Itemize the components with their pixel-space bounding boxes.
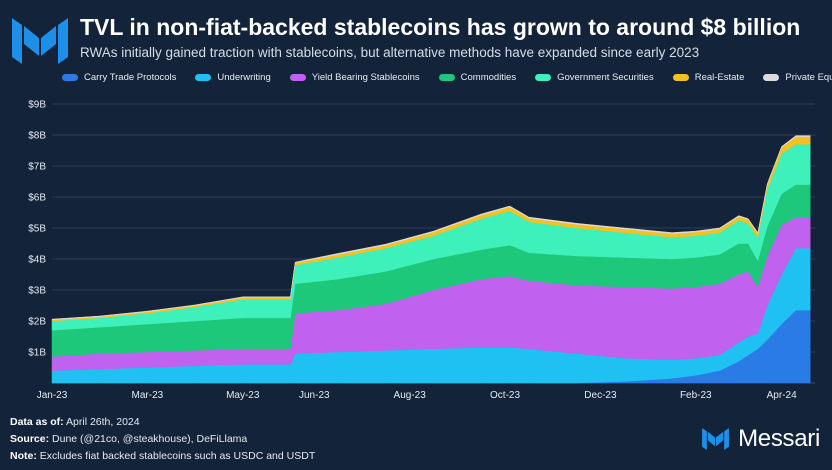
x-tick-label: Jan-23	[37, 390, 68, 401]
legend-label: Carry Trade Protocols	[84, 72, 177, 83]
legend-label: Government Securities	[557, 72, 654, 83]
x-tick-label: Oct-23	[490, 390, 520, 401]
legend-label: Yield Bearing Stablecoins	[311, 72, 420, 83]
legend-item-real-estate: Real-Estate	[672, 72, 745, 83]
legend-swatch	[672, 74, 689, 81]
x-tick-label: Dec-23	[584, 390, 617, 401]
note-value: Excludes fiat backed stablecoins such as…	[39, 450, 316, 462]
legend-swatch	[289, 74, 306, 81]
y-tick-label: $2B	[28, 317, 46, 328]
chart-title: TVL in non-fiat-backed stablecoins has g…	[80, 14, 801, 40]
legend-label: Private Equities	[785, 72, 832, 83]
legend-swatch	[535, 74, 552, 81]
data-as-of-label: Data as of:	[10, 416, 64, 428]
x-tick-label: Mar-23	[132, 390, 164, 401]
data-as-of-value: April 26th, 2024	[66, 416, 140, 428]
legend-item-private-equities: Private Equities	[763, 72, 832, 83]
area-private-equities	[51, 135, 811, 321]
legend-item-carry-trade-protocols: Carry Trade Protocols	[62, 72, 176, 83]
y-tick-label: $5B	[28, 224, 46, 235]
brand-name: Messari	[738, 425, 820, 452]
legend-item-yield-bearing-stablecoins: Yield Bearing Stablecoins	[289, 72, 420, 83]
y-tick-label: $7B	[28, 162, 46, 173]
y-tick-label: $4B	[28, 255, 46, 266]
y-tick-label: $8B	[28, 131, 46, 142]
legend-swatch	[763, 74, 780, 81]
x-tick-label: May-23	[226, 390, 260, 401]
x-tick-label: Aug-23	[394, 390, 427, 401]
note-label: Note:	[10, 450, 37, 462]
x-tick-label: Feb-23	[680, 390, 712, 401]
legend-item-commodities: Commodities	[438, 72, 517, 83]
legend-item-government-securities: Government Securities	[535, 72, 654, 83]
legend-label: Commodities	[460, 72, 517, 83]
y-tick-label: $1B	[28, 348, 46, 359]
data-as-of-line: Data as of: April 26th, 2024	[10, 416, 140, 428]
chart-subtitle: RWAs initially gained traction with stab…	[80, 45, 700, 60]
source-line: Source: Dune (@21co, @steakhouse), DeFiL…	[10, 433, 247, 445]
legend-swatch	[62, 74, 78, 81]
source-label: Source:	[10, 433, 50, 445]
y-tick-label: $3B	[28, 286, 46, 297]
y-tick-label: $6B	[28, 193, 46, 204]
messari-brand-icon	[702, 427, 730, 451]
stacked-area-chart: $1B $2B $3B $4B $5B $6B $7B $8B $9B Jan-23 Mar-23 M…	[28, 100, 815, 401]
x-tick-label: Apr-24	[767, 390, 797, 401]
source-value: Dune (@21co, @steakhouse), DeFiLlama	[52, 433, 248, 445]
messari-logo-icon	[12, 18, 68, 64]
messari-brand: Messari	[702, 425, 820, 453]
chart-legend: Carry Trade Protocols Underwriting Yield B…	[62, 72, 832, 83]
note-line: Note: Excludes fiat backed stablecoins s…	[10, 450, 315, 462]
legend-label: Real-Estate	[694, 72, 745, 83]
legend-label: Underwriting	[217, 72, 271, 83]
legend-item-underwriting: Underwriting	[195, 72, 271, 83]
x-tick-label: Jun-23	[299, 390, 330, 401]
y-tick-label: $9B	[28, 100, 46, 111]
legend-swatch	[438, 74, 455, 81]
legend-swatch	[195, 74, 212, 81]
